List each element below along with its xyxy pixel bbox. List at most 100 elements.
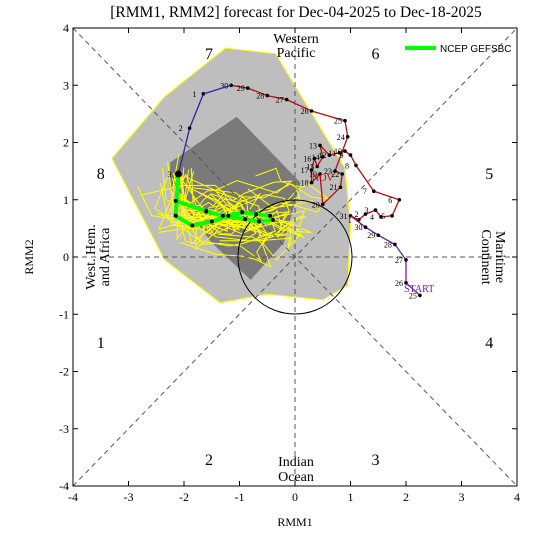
- region-maritime-continent: Maritime Continent: [478, 229, 507, 284]
- region-western-pacific: Western Pacific: [273, 32, 319, 61]
- observed-oct-day-label: 29: [367, 231, 375, 240]
- unit-circle: [237, 199, 353, 315]
- ensemble-member-line: [166, 173, 262, 217]
- x-tick-label: -3: [124, 490, 134, 504]
- observed-nov-day-label: 23: [324, 167, 332, 176]
- observed-oct-point: [404, 258, 408, 262]
- ensemble-mean-point: [243, 217, 248, 222]
- observed-nov-day-label: 29: [237, 84, 245, 93]
- observed-nov-day-label: 7: [363, 187, 367, 196]
- forecast-start-marker: [174, 170, 182, 178]
- observed-nov-day-label: 19: [309, 170, 317, 179]
- phase-guides: [72, 27, 518, 487]
- observed-nov-day-label: 21: [330, 183, 338, 192]
- observed-oct-day-label: 26: [395, 279, 403, 288]
- phase-number: 2: [205, 452, 213, 469]
- ensemble-member-line: [154, 174, 292, 228]
- observed-nov-point: [343, 118, 347, 123]
- ensemble-mean-point: [190, 223, 195, 228]
- observed-nov-day-label: 9: [340, 151, 344, 160]
- y-tick-label: -4: [59, 479, 69, 493]
- ensemble-mean-point: [256, 219, 261, 224]
- observed-nov-day-label: 20: [312, 200, 320, 209]
- region-west-hem-africa: West. Hem. and Africa: [84, 224, 113, 289]
- x-tick-label: 2: [403, 490, 409, 504]
- observed-nov-day-label: 30: [220, 81, 228, 90]
- observed-nov-point: [337, 151, 342, 155]
- phase-number: 5: [485, 166, 493, 183]
- observed-dec-day-label: 2: [179, 124, 183, 133]
- x-tick-label: 1: [348, 490, 354, 504]
- ensemble-member-line: [186, 167, 330, 235]
- observed-oct-point: [418, 293, 422, 298]
- ensemble-mean-point: [270, 217, 275, 222]
- ensemble-mean-point: [173, 213, 178, 218]
- ensemble-mean-point: [268, 213, 272, 218]
- region-label-and-africa: and Africa: [98, 227, 113, 286]
- observed-nov-day-label: 13: [309, 141, 317, 150]
- phase-number: 8: [97, 166, 105, 183]
- observed-nov-point: [338, 185, 343, 189]
- observed-nov-point: [348, 153, 353, 157]
- ensemble-mean-point: [240, 210, 245, 215]
- observed-nov-point: [309, 180, 314, 185]
- observed-oct-point: [393, 242, 397, 247]
- observed-nov-point: [265, 93, 270, 98]
- phase-number: 4: [485, 335, 493, 352]
- oct-nov-bridge: [350, 215, 360, 221]
- observed-nov-day-label: 3: [365, 206, 369, 215]
- observed-oct-day-label: 28: [384, 240, 392, 249]
- x-tick-label: 0: [292, 490, 298, 504]
- observed-nov-day-label: 14: [312, 153, 320, 162]
- observed-nov-point: [354, 163, 358, 168]
- observed-nov-line: [231, 84, 401, 221]
- y-tick-label: -2: [59, 365, 69, 379]
- observed-nov-point: [315, 164, 320, 169]
- observed-nov-day-label: 24: [337, 133, 345, 142]
- observed-nov-day-label: 15: [306, 163, 314, 172]
- y-tick-label: 0: [63, 250, 69, 264]
- phase-number: 3: [372, 452, 380, 469]
- observed-dec-day-label: 1: [192, 90, 196, 99]
- ensemble-mean-point: [254, 212, 259, 217]
- observed-nov-point: [318, 172, 322, 176]
- phase-number: 1: [97, 335, 105, 352]
- x-tick-label: -2: [179, 490, 189, 504]
- observed-oct-point: [376, 233, 381, 237]
- observed-oct-day-label: 30: [355, 223, 363, 232]
- y-tick-label: 4: [63, 21, 69, 35]
- observed-nov-day-label: 18: [301, 179, 309, 188]
- ensemble-mean-point: [173, 198, 178, 203]
- observed-dec-day-label: 3: [167, 170, 171, 179]
- observed-nov-point: [327, 153, 332, 157]
- y-axis-title: RMM2: [22, 239, 36, 274]
- region-label-western: Western: [273, 32, 319, 47]
- observed-nov-point: [284, 97, 289, 102]
- start-label: START: [404, 284, 434, 295]
- observed-nov-day-label: 5: [381, 212, 385, 221]
- region-label-pacific: Pacific: [277, 46, 316, 61]
- y-tick-label: -3: [59, 422, 69, 436]
- observed-nov-point: [379, 215, 383, 219]
- observed-nov-point: [363, 212, 368, 216]
- observed-nov-point: [343, 149, 347, 153]
- x-axis-title: RMM1: [277, 515, 312, 529]
- observed-nov-point: [397, 198, 402, 202]
- y-tick-label: -1: [59, 307, 69, 321]
- x-tick-label: 4: [514, 490, 520, 504]
- observed-nov-point: [340, 172, 345, 176]
- observed-oct-day-label: 31: [340, 212, 348, 221]
- observed-nov-point: [390, 214, 394, 218]
- y-tick-label: 2: [63, 136, 69, 150]
- chart-title: [RMM1, RMM2] forecast for Dec-04-2025 to…: [110, 4, 482, 21]
- x-tick-label: 3: [459, 490, 465, 504]
- observed-nov-point: [309, 109, 314, 113]
- observed-nov-point: [333, 169, 337, 173]
- x-tick-label: -1: [235, 490, 245, 504]
- observed-nov-day-label: 17: [301, 166, 309, 175]
- phase-number: 6: [372, 46, 380, 63]
- phase-number: 7: [205, 46, 213, 63]
- region-label-west-hem: West. Hem.: [84, 224, 99, 289]
- observed-oct-day-label: 25: [409, 291, 417, 300]
